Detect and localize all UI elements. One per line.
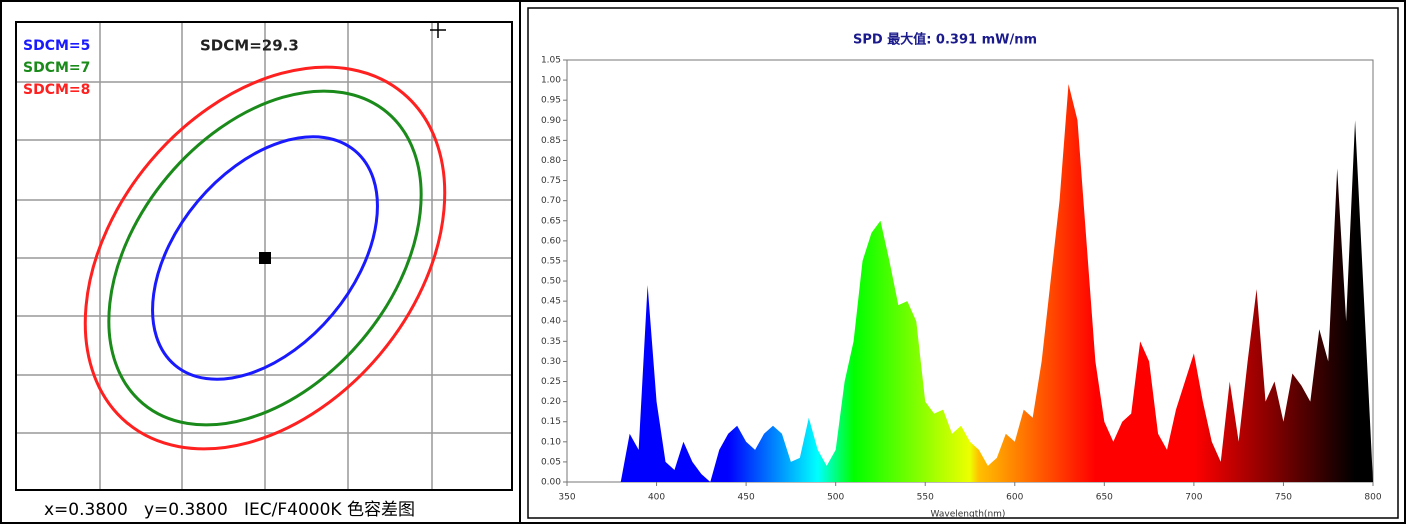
caption: x=0.3800 y=0.3800 IEC/F4000K 色容差图	[44, 500, 415, 520]
x-tick-label: 450	[738, 493, 755, 503]
x-tick-label: 350	[558, 493, 575, 503]
y-tick-label: 0.35	[541, 337, 561, 347]
y-tick-label: 0.95	[541, 96, 561, 106]
y-tick-label: 0.50	[541, 277, 561, 287]
x-tick-label: 400	[648, 493, 665, 503]
x-tick-label: 700	[1185, 493, 1202, 503]
plot-area	[566, 59, 1374, 483]
x-tick-label: 750	[1275, 493, 1292, 503]
y-tick-label: 1.05	[541, 56, 561, 66]
spd-chart: SPD 最大值: 0.391 mW/nm Wavelength(nm) 0.00…	[527, 7, 1399, 520]
x-tick-label: 650	[1096, 493, 1113, 503]
y-tick-label: 0.00	[541, 478, 561, 488]
x-axis-label: Wavelength(nm)	[931, 510, 1006, 520]
annotation: SDCM=29.3	[200, 37, 299, 55]
y-tick-label: 0.30	[541, 357, 561, 367]
y-tick-label: 0.75	[541, 176, 561, 186]
legend-entry: SDCM=5	[23, 38, 90, 54]
legend-entry: SDCM=7	[23, 60, 90, 76]
y-tick-label: 0.65	[541, 216, 561, 226]
x-tick-label: 500	[827, 493, 844, 503]
y-tick-label: 0.60	[541, 236, 561, 246]
y-tick-label: 0.40	[541, 317, 561, 327]
x-tick-label: 600	[1006, 493, 1023, 503]
legend-entry: SDCM=8	[23, 82, 90, 98]
y-tick-label: 0.05	[541, 457, 561, 467]
y-tick-label: 0.70	[541, 196, 561, 206]
chart-title: SPD 最大值: 0.391 mW/nm	[853, 32, 1037, 48]
y-tick-label: 0.80	[541, 156, 561, 166]
tolerance-ellipse	[151, 135, 379, 381]
y-tick-label: 0.25	[541, 377, 561, 387]
y-tick-label: 0.20	[541, 397, 561, 407]
y-tick-label: 0.90	[541, 116, 561, 126]
tolerance-ellipse	[83, 65, 447, 451]
spectrum-area	[567, 84, 1373, 482]
y-tick-label: 0.10	[541, 437, 561, 447]
x-tick-label: 550	[917, 493, 934, 503]
y-tick-label: 0.85	[541, 136, 561, 146]
cursor	[430, 22, 446, 38]
center-point	[259, 252, 271, 264]
y-tick-label: 0.15	[541, 417, 561, 427]
tolerance-chart: SDCM=5 SDCM=7 SDCM=8 SDCM=29.3 x=0.3800 y=0.…	[15, 21, 513, 520]
y-tick-label: 0.55	[541, 256, 561, 266]
y-tick-label: 0.45	[541, 297, 561, 307]
y-tick-label: 1.00	[541, 76, 561, 86]
tolerance-ellipse	[107, 89, 423, 427]
x-tick-label: 800	[1364, 493, 1381, 503]
